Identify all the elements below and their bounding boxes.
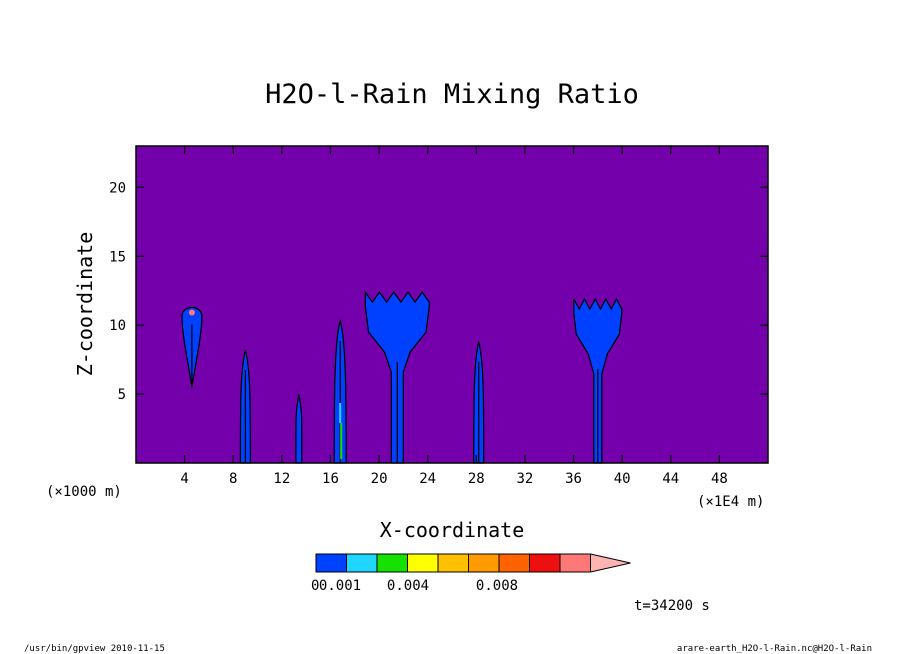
footer-left: /usr/bin/gpview 2010-11-15 — [24, 644, 165, 654]
x-tick-label: 8 — [229, 471, 237, 487]
x-tick-label: 28 — [468, 471, 485, 487]
y-tick-label: 10 — [109, 318, 126, 334]
y-ticks: 5 10 15 20 — [109, 180, 768, 403]
rain-cells — [181, 290, 623, 464]
colorbar-cell — [315, 553, 347, 573]
x-tick-label: 48 — [711, 471, 728, 487]
colorbar-cell — [498, 553, 530, 573]
x-unit-right: (×1E4 m) — [697, 494, 764, 510]
colorbar-cell — [529, 553, 561, 573]
rain-cell-peak — [188, 309, 195, 316]
colorbar-extension — [590, 553, 631, 573]
y-tick-label: 5 — [118, 387, 126, 403]
colorbar — [315, 553, 631, 573]
colorbar-labels: 0.001 0.004 0.008 — [319, 578, 518, 594]
x-tick-label: 40 — [614, 471, 631, 487]
colorbar-cell — [437, 553, 469, 573]
colorbar-label: 0.008 — [476, 578, 518, 594]
y-axis-label: Z-coordinate — [73, 232, 97, 377]
colorbar-cell — [346, 553, 378, 573]
colorbar-cell — [376, 553, 408, 573]
colorbar-cell — [407, 553, 439, 573]
y-tick-label: 15 — [109, 249, 126, 265]
colorbar-label: 0.004 — [387, 578, 429, 594]
x-tick-label: 32 — [516, 471, 533, 487]
rain-cell — [295, 393, 303, 464]
colorbar-label: 0.001 — [319, 578, 361, 594]
colorbar-zero-prefix: 0 — [311, 578, 319, 594]
plot-frame — [135, 145, 769, 464]
chart-title: H2O-l-Rain Mixing Ratio — [265, 79, 639, 110]
x-tick-label: 4 — [180, 471, 188, 487]
x-tick-label: 12 — [273, 471, 290, 487]
colorbar-cell — [559, 553, 591, 573]
x-tick-label: 24 — [419, 471, 436, 487]
x-unit-left: (×1000 m) — [46, 484, 122, 500]
time-label: t=34200 s — [634, 598, 710, 614]
footer-right: arare-earth_H2O-l-Rain.nc@H2O-l-Rain — [677, 644, 872, 654]
x-axis-label: X-coordinate — [380, 518, 525, 542]
colorbar-cell — [468, 553, 500, 573]
x-tick-label: 36 — [565, 471, 582, 487]
x-ticks: 4 8 12 16 20 24 28 32 36 40 44 48 — [180, 146, 728, 487]
y-tick-label: 20 — [109, 180, 126, 196]
x-tick-label: 16 — [322, 471, 339, 487]
x-tick-label: 20 — [371, 471, 388, 487]
x-tick-label: 44 — [662, 471, 679, 487]
plot-background — [136, 146, 768, 463]
